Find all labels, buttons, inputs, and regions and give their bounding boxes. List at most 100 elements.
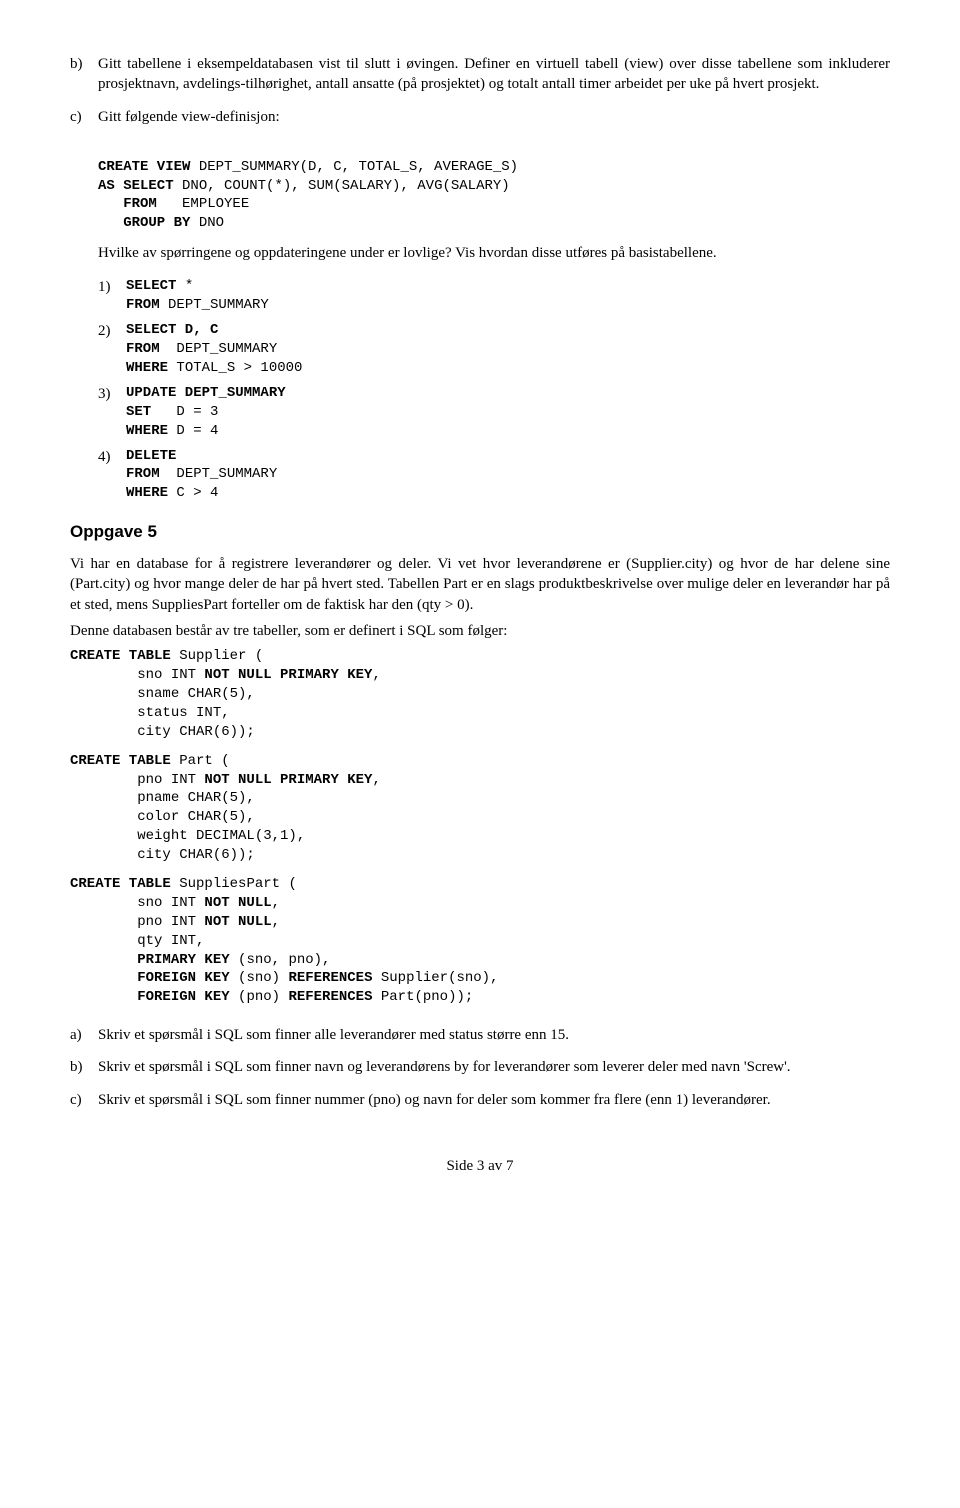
kw-create-view: CREATE VIEW (98, 159, 190, 175)
kw-fk: FOREIGN KEY (137, 989, 229, 1005)
kw-where: WHERE (126, 423, 168, 439)
kw-delete: DELETE (126, 448, 176, 464)
code-q3: UPDATE DEPT_SUMMARY SET D = 3 WHERE D = … (126, 384, 890, 441)
txt: city CHAR(6)); (70, 847, 255, 863)
txt: qty INT, (70, 933, 204, 949)
txt: , (372, 772, 380, 788)
kw-select: SELECT (126, 278, 176, 294)
kw-update: UPDATE DEPT_SUMMARY (126, 385, 286, 401)
txt (70, 989, 137, 1005)
item-c: c) Gitt følgende view-definisjon: (70, 107, 890, 133)
kw-set: SET (126, 404, 151, 420)
query-1: 1) SELECT * FROM DEPT_SUMMARY (70, 277, 890, 315)
heading-oppgave-5: Oppgave 5 (70, 521, 890, 544)
kw-from: FROM (126, 297, 160, 313)
txt: weight DECIMAL(3,1), (70, 828, 305, 844)
marker-a: a) (70, 1025, 98, 1051)
text-b: Gitt tabellene i eksempeldatabasen vist … (98, 54, 890, 95)
marker-b2: b) (70, 1057, 98, 1083)
kw-create-table: CREATE TABLE (70, 876, 171, 892)
query-3: 3) UPDATE DEPT_SUMMARY SET D = 3 WHERE D… (70, 384, 890, 441)
opp5-c: c) Skriv et spørsmål i SQL som finner nu… (70, 1090, 890, 1116)
txt: Part(pno)); (372, 989, 473, 1005)
kw-from: FROM (126, 466, 160, 482)
code-suppliespart: CREATE TABLE SuppliesPart ( sno INT NOT … (70, 875, 890, 1007)
txt (70, 952, 137, 968)
txt: TOTAL_S > 10000 (168, 360, 302, 376)
kw-notnull-pk: NOT NULL PRIMARY KEY (204, 772, 372, 788)
kw-select: SELECT D, C (126, 322, 218, 338)
text-b2: Skriv et spørsmål i SQL som finner navn … (98, 1057, 890, 1077)
txt: (sno, pno), (230, 952, 331, 968)
page-footer: Side 3 av 7 (70, 1156, 890, 1176)
txt: , (272, 914, 280, 930)
kw-create-table: CREATE TABLE (70, 753, 171, 769)
marker-2: 2) (98, 321, 126, 378)
kw-notnull: NOT NULL (204, 895, 271, 911)
txt: city CHAR(6)); (70, 724, 255, 740)
kw-ref: REFERENCES (288, 989, 372, 1005)
txt: C > 4 (168, 485, 218, 501)
txt: DNO, COUNT(*), SUM(SALARY), AVG(SALARY) (174, 178, 510, 194)
txt: DNO (190, 215, 224, 231)
text-a: Skriv et spørsmål i SQL som finner alle … (98, 1025, 890, 1045)
txt: * (176, 278, 193, 294)
txt: Part ( (171, 753, 230, 769)
text-c2: Skriv et spørsmål i SQL som finner numme… (98, 1090, 890, 1110)
txt: color CHAR(5), (70, 809, 255, 825)
marker-3: 3) (98, 384, 126, 441)
txt: (pno) (230, 989, 289, 1005)
code-part: CREATE TABLE Part ( pno INT NOT NULL PRI… (70, 752, 890, 865)
txt: (sno) (230, 970, 289, 986)
txt: DEPT_SUMMARY (160, 341, 278, 357)
txt: D = 4 (168, 423, 218, 439)
marker-b: b) (70, 54, 98, 101)
txt: Supplier ( (171, 648, 263, 664)
marker-1: 1) (98, 277, 126, 315)
content-c: Gitt følgende view-definisjon: (98, 107, 890, 133)
kw-where: WHERE (126, 485, 168, 501)
txt: pno INT (70, 772, 204, 788)
txt: pno INT (70, 914, 204, 930)
kw-from: FROM (98, 196, 157, 212)
txt: sname CHAR(5), (70, 686, 255, 702)
kw-create-table: CREATE TABLE (70, 648, 171, 664)
txt: , (372, 667, 380, 683)
kw-from: FROM (126, 341, 160, 357)
txt: Supplier(sno), (372, 970, 498, 986)
txt: , (272, 895, 280, 911)
question-c: Hvilke av spørringene og oppdateringene … (70, 243, 890, 263)
txt: DEPT_SUMMARY (160, 297, 269, 313)
kw-pk: PRIMARY KEY (137, 952, 229, 968)
code-q2: SELECT D, C FROM DEPT_SUMMARY WHERE TOTA… (126, 321, 890, 378)
query-2: 2) SELECT D, C FROM DEPT_SUMMARY WHERE T… (70, 321, 890, 378)
kw-ref: REFERENCES (288, 970, 372, 986)
code-q4: DELETE FROM DEPT_SUMMARY WHERE C > 4 (126, 447, 890, 504)
lead-c: Gitt følgende view-definisjon: (98, 107, 890, 127)
txt: pname CHAR(5), (70, 790, 255, 806)
opp5-p2: Denne databasen består av tre tabeller, … (70, 621, 890, 641)
txt: DEPT_SUMMARY(D, C, TOTAL_S, AVERAGE_S) (190, 159, 518, 175)
code-supplier: CREATE TABLE Supplier ( sno INT NOT NULL… (70, 647, 890, 741)
txt: DEPT_SUMMARY (160, 466, 278, 482)
marker-c: c) (70, 107, 98, 133)
txt: D = 3 (151, 404, 218, 420)
kw-where: WHERE (126, 360, 168, 376)
txt (70, 970, 137, 986)
opp5-b: b) Skriv et spørsmål i SQL som finner na… (70, 1057, 890, 1083)
kw-notnull: NOT NULL (204, 914, 271, 930)
kw-as-select: AS SELECT (98, 178, 174, 194)
code-view-def: CREATE VIEW DEPT_SUMMARY(D, C, TOTAL_S, … (70, 139, 890, 233)
marker-c2: c) (70, 1090, 98, 1116)
kw-notnull-pk: NOT NULL PRIMARY KEY (204, 667, 372, 683)
item-b: b) Gitt tabellene i eksempeldatabasen vi… (70, 54, 890, 101)
txt: EMPLOYEE (157, 196, 249, 212)
txt: sno INT (70, 667, 204, 683)
code-q1: SELECT * FROM DEPT_SUMMARY (126, 277, 890, 315)
query-4: 4) DELETE FROM DEPT_SUMMARY WHERE C > 4 (70, 447, 890, 504)
opp5-p1: Vi har en database for å registrere leve… (70, 554, 890, 615)
kw-group-by: GROUP BY (98, 215, 190, 231)
marker-4: 4) (98, 447, 126, 504)
txt: SuppliesPart ( (171, 876, 297, 892)
txt: sno INT (70, 895, 204, 911)
